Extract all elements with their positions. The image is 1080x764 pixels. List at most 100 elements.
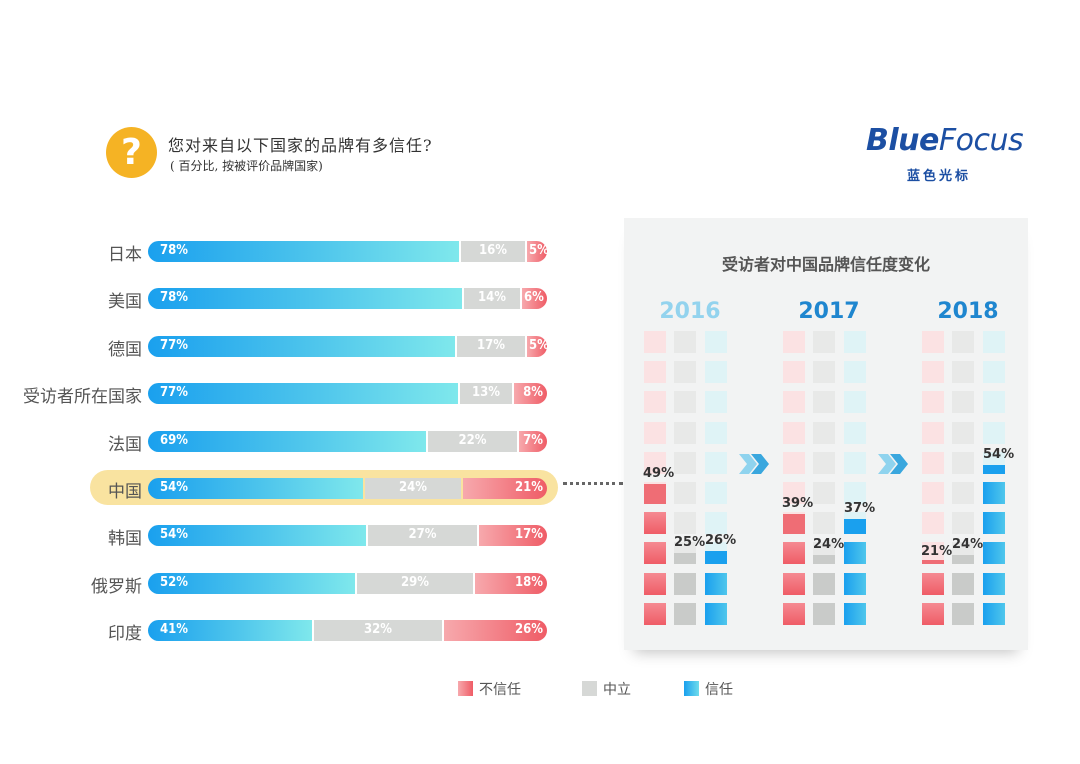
bar-trust: 77% [148, 336, 455, 357]
waffle-cell [952, 603, 974, 625]
waffle-partial-fill [922, 560, 944, 564]
row-label: 俄罗斯 [91, 577, 142, 597]
waffle-cell [674, 542, 696, 564]
bar-distrust: 26% [444, 620, 547, 641]
waffle-partial-fill [674, 553, 696, 564]
waffle-cell [813, 391, 835, 413]
bar-trust: 78% [148, 288, 462, 309]
waffle-partial-fill [952, 555, 974, 564]
waffle-cell [844, 512, 866, 534]
waffle-cell [813, 331, 835, 353]
waffle-cell [844, 573, 866, 595]
waffle-cell [983, 603, 1005, 625]
waffle-cell [813, 361, 835, 383]
waffle-cell [705, 452, 727, 474]
waffle-cell [674, 452, 696, 474]
bar-trust: 54% [148, 478, 363, 499]
bar-value-label: 41% [160, 622, 188, 637]
connector-dots [563, 482, 623, 485]
waffle-cell [922, 542, 944, 564]
bar-neutral: 16% [461, 241, 525, 262]
bar-value-label: 14% [478, 290, 506, 305]
bar-distrust: 8% [514, 383, 547, 404]
bar-neutral: 14% [464, 288, 520, 309]
waffle-cell [922, 482, 944, 504]
row-label: 美国 [108, 292, 142, 312]
waffle-cell [644, 573, 666, 595]
waffle-cell [644, 512, 666, 534]
bar-trust: 54% [148, 525, 366, 546]
waffle-cell [705, 361, 727, 383]
bar-value-label: 16% [479, 243, 507, 258]
waffle-cell [922, 422, 944, 444]
waffle-cell [983, 331, 1005, 353]
waffle-value-label: 25% [674, 535, 706, 550]
row-label: 中国 [108, 482, 142, 502]
waffle-cell [952, 512, 974, 534]
waffle-cell [674, 573, 696, 595]
bar-value-label: 78% [160, 243, 188, 258]
bar-value-label: 7% [523, 433, 543, 448]
bar-value-label: 77% [160, 338, 188, 353]
bar-neutral: 29% [357, 573, 473, 594]
waffle-cell [644, 391, 666, 413]
bar-trust: 69% [148, 431, 426, 452]
waffle-value-label: 39% [782, 496, 814, 511]
bar-value-label: 21% [515, 480, 543, 495]
bluefocus-logo: BlueFocus [866, 123, 1024, 158]
waffle-cell [705, 512, 727, 534]
row-label: 法国 [108, 435, 142, 455]
row-label: 日本 [108, 245, 142, 265]
waffle-cell [705, 603, 727, 625]
bar-neutral: 17% [457, 336, 525, 357]
waffle-cell [644, 361, 666, 383]
waffle-value-label: 24% [813, 537, 845, 552]
waffle-value-label: 49% [643, 466, 675, 481]
legend-swatch-distrust [458, 681, 473, 696]
row-label: 德国 [108, 340, 142, 360]
china-trust-trend-panel: 受访者对中国品牌信任度变化 2016 49% 25% 26% 2017 39% 24% 37%… [624, 218, 1028, 650]
waffle-value-label: 26% [705, 533, 737, 548]
waffle-cell [844, 331, 866, 353]
waffle-cell [983, 512, 1005, 534]
legend-neutral: 中立 [582, 679, 631, 699]
chevron-right-icon [878, 454, 908, 474]
bar-value-label: 5% [529, 243, 549, 258]
waffle-cell [705, 422, 727, 444]
waffle-cell [922, 452, 944, 474]
waffle-cell [922, 512, 944, 534]
country-trust-bar-chart: 日本 78% 16% 5% 美国 78% 14% 6% 德国 77% 17% 5% 受访者所在国家 77%… [23, 241, 623, 644]
bar-value-label: 78% [160, 290, 188, 305]
waffle-value-label: 24% [952, 537, 984, 552]
waffle-cell [783, 603, 805, 625]
bar-neutral: 13% [460, 383, 512, 404]
bar-value-label: 17% [477, 338, 505, 353]
waffle-cell [922, 603, 944, 625]
legend-swatch-trust [684, 681, 699, 696]
logo-subtitle: 蓝色光标 [907, 169, 972, 184]
bar-neutral: 32% [314, 620, 442, 641]
waffle-cell [674, 391, 696, 413]
waffle-cell [952, 331, 974, 353]
chart-subtitle: ( 百分比, 按被评价品牌国家) [170, 159, 323, 173]
waffle-cell [952, 361, 974, 383]
waffle-cell [844, 603, 866, 625]
bar-value-label: 26% [515, 622, 543, 637]
waffle-cell [952, 422, 974, 444]
legend-label-trust: 信任 [705, 682, 733, 698]
waffle-value-label: 21% [921, 544, 953, 559]
logo-text-focus: Focus [938, 123, 1024, 158]
bar-distrust: 5% [527, 241, 549, 262]
row-label: 印度 [108, 624, 142, 644]
waffle-cell [813, 542, 835, 564]
waffle-partial-fill [813, 555, 835, 564]
waffle-cell [952, 482, 974, 504]
waffle-cell [783, 391, 805, 413]
waffle-cell [813, 573, 835, 595]
bar-value-label: 13% [472, 385, 500, 400]
waffle-cell [783, 542, 805, 564]
chevron-right-icon [739, 454, 769, 474]
waffle-cell [783, 482, 805, 504]
waffle-cell [983, 391, 1005, 413]
waffle-cell [983, 452, 1005, 474]
